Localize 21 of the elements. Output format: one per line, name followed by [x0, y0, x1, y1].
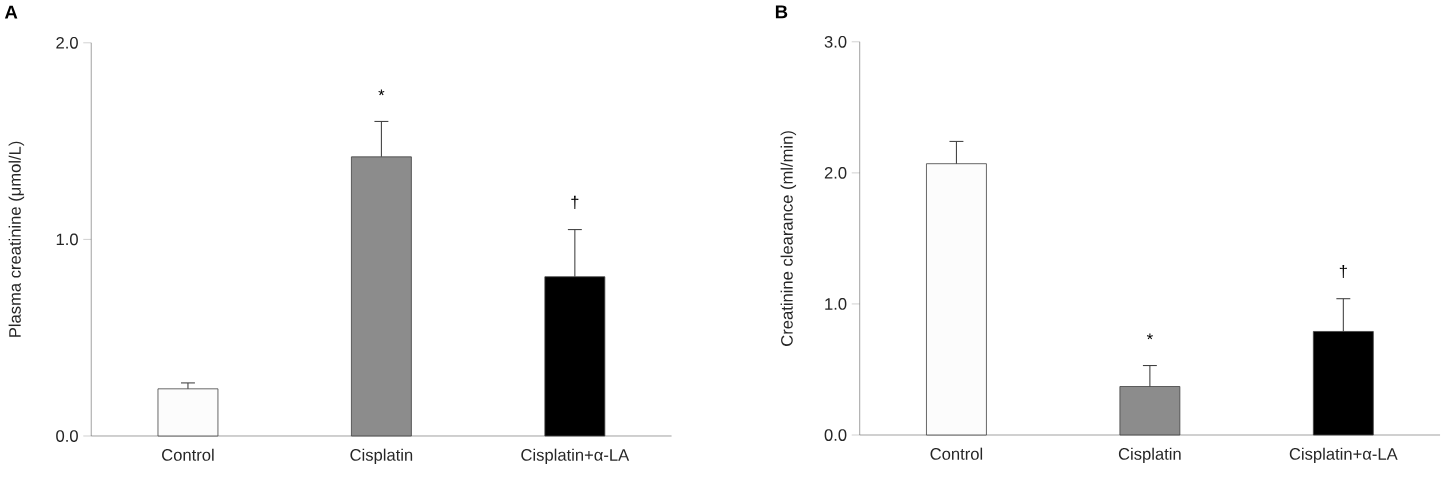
x-tick-label: Cisplatin+α-LA	[1289, 447, 1398, 464]
y-tick-label: 0.0	[824, 429, 847, 441]
annotation: *	[378, 89, 385, 96]
y-axis-title: Creatinine clearance (ml/min)	[780, 131, 797, 347]
annotation: †	[571, 195, 579, 210]
y-tick-label: 0.0	[56, 430, 78, 442]
x-tick-label: Cisplatin	[350, 448, 413, 465]
x-tick-label: Cisplatin	[1118, 447, 1181, 464]
y-tick-label: 1.0	[56, 233, 78, 246]
x-tick-label: Control	[930, 447, 983, 460]
y-tick-label: 1.0	[825, 298, 847, 310]
y-tick-label: 3.0	[824, 36, 847, 48]
chart-title: B	[775, 5, 788, 19]
y-tick-label: 2.0	[56, 37, 78, 49]
x-tick-label: Cisplatin+α-LA	[521, 448, 630, 465]
annotation: †	[1339, 265, 1347, 279]
y-tick-label: 2.0	[824, 167, 847, 179]
annotation: *	[1146, 333, 1153, 340]
x-tick-label: Control	[162, 448, 214, 461]
y-axis-title: Plasma creatinine (μmol/L)	[8, 141, 25, 337]
chart-title: A	[4, 5, 18, 19]
